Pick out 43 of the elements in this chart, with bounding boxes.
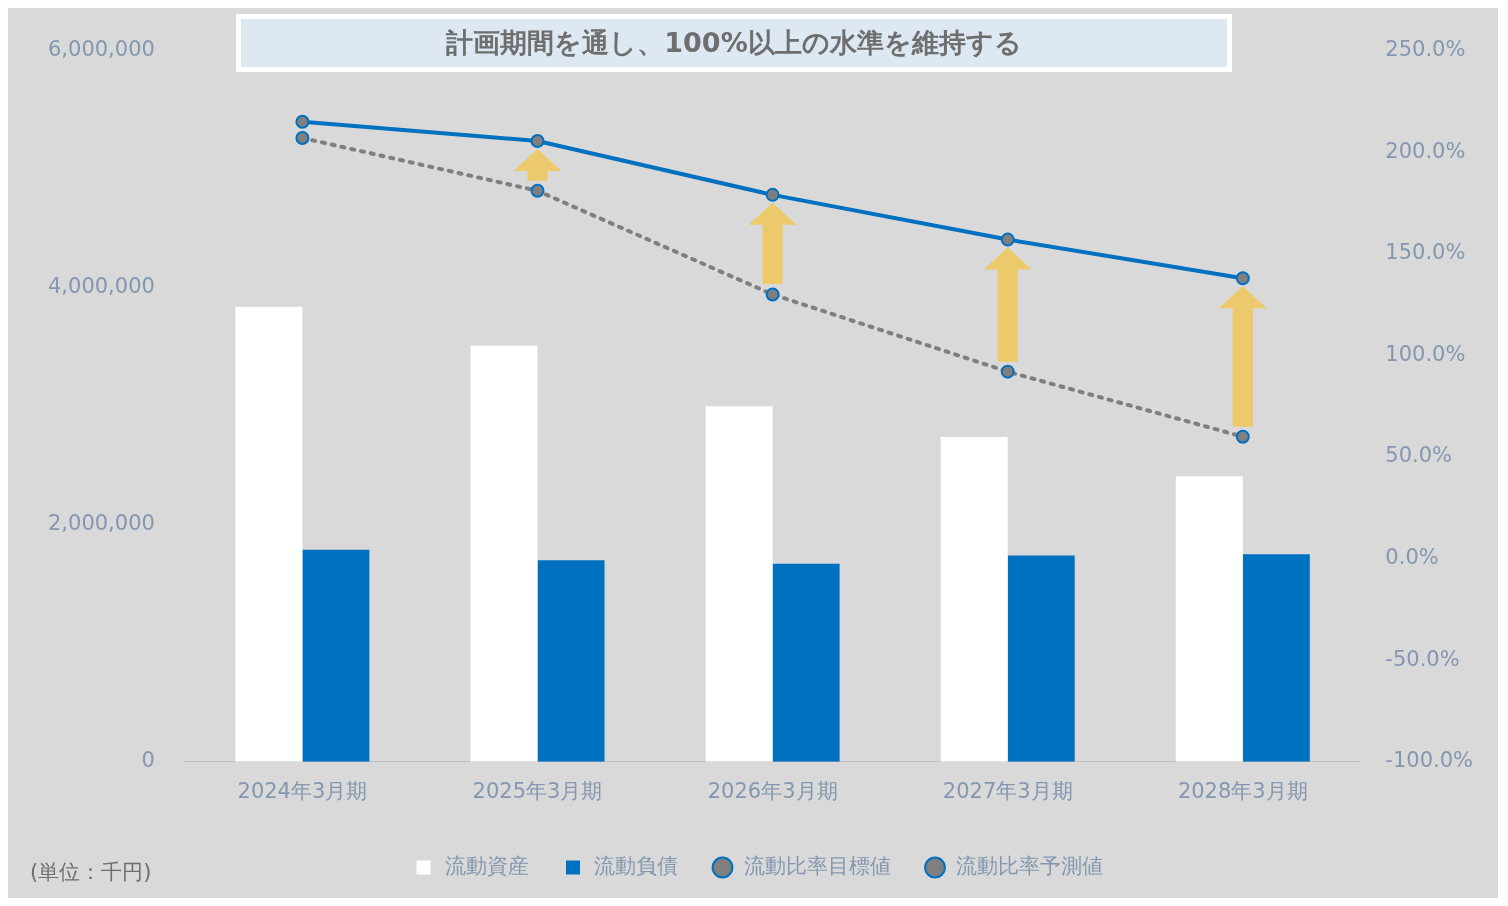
x-tick-label: 2024年3月期 bbox=[237, 778, 368, 803]
y2-tick-label: 100.0% bbox=[1385, 341, 1466, 366]
y2-tick-label: 0.0% bbox=[1385, 545, 1439, 570]
bar bbox=[537, 560, 605, 762]
y2-tick-label: 150.0% bbox=[1385, 240, 1466, 265]
y2-tick-label: -50.0% bbox=[1385, 646, 1460, 671]
legend-label: 流動比率目標値 bbox=[743, 853, 891, 878]
point bbox=[295, 130, 310, 145]
bar bbox=[705, 406, 773, 762]
point bbox=[765, 187, 780, 202]
y2-tick-label: 200.0% bbox=[1385, 138, 1466, 163]
legend-label: 流動比率予測値 bbox=[956, 853, 1103, 878]
bar bbox=[772, 563, 840, 762]
y2-tick-label: 50.0% bbox=[1385, 443, 1453, 468]
legend-label: 流動負債 bbox=[594, 853, 678, 878]
point bbox=[530, 134, 545, 149]
x-tick-label: 2025年3月期 bbox=[472, 778, 603, 803]
point bbox=[1235, 429, 1250, 444]
y-tick-label: 0 bbox=[141, 748, 155, 773]
y2-tick-label: 250.0% bbox=[1385, 37, 1466, 62]
point bbox=[1235, 271, 1250, 286]
text: (単位：千円) bbox=[30, 859, 152, 886]
point bbox=[1000, 232, 1015, 247]
point bbox=[765, 287, 780, 302]
bar bbox=[940, 437, 1008, 762]
bar bbox=[235, 306, 303, 762]
bar bbox=[1242, 554, 1310, 762]
y-tick-label: 2,000,000 bbox=[47, 511, 155, 536]
bar bbox=[302, 549, 370, 762]
bar bbox=[1175, 476, 1243, 762]
bar bbox=[1007, 555, 1075, 762]
bar bbox=[470, 345, 538, 762]
x-tick-label: 2028年3月期 bbox=[1177, 778, 1308, 803]
point bbox=[295, 114, 310, 129]
point bbox=[1000, 364, 1015, 379]
y-tick-label: 6,000,000 bbox=[47, 37, 155, 62]
y-tick-label: 4,000,000 bbox=[47, 274, 155, 299]
legend-label: 流動資産 bbox=[444, 853, 529, 878]
y2-tick-label: -100.0% bbox=[1385, 748, 1474, 773]
x-tick-label: 2026年3月期 bbox=[707, 778, 838, 803]
chart-title: 計画期間を通し、100%以上の水準を維持する bbox=[446, 26, 1022, 60]
point bbox=[530, 183, 545, 198]
x-tick-label: 2027年3月期 bbox=[942, 778, 1073, 803]
